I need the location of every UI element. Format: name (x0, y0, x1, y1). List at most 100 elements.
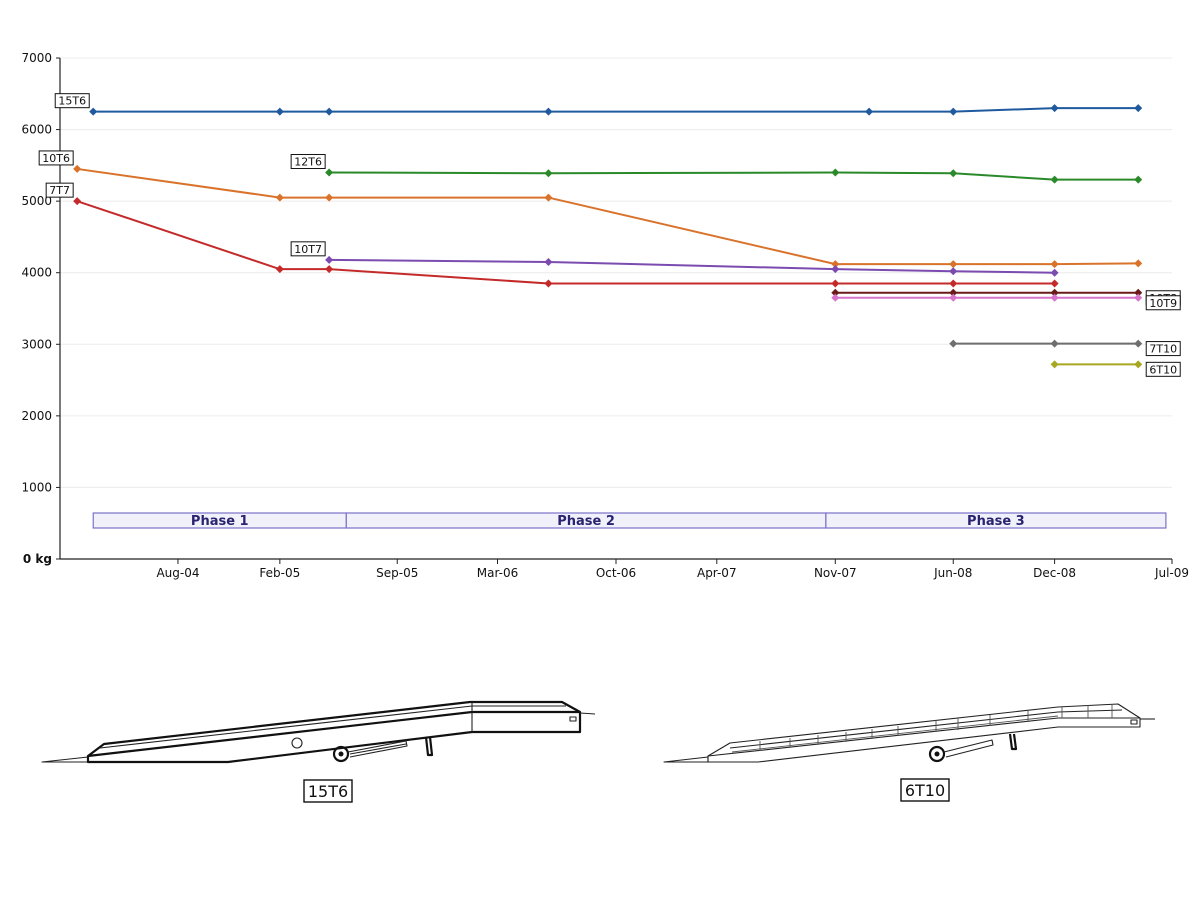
data-point-marker (1134, 175, 1143, 184)
y-tick-label: 4000 (21, 266, 52, 280)
y-tick-label: 6000 (21, 123, 52, 137)
data-point-marker (1050, 279, 1059, 288)
data-point-marker (275, 265, 284, 274)
series-6t10 (1050, 360, 1143, 369)
series-line (93, 107, 1139, 113)
series-tag-label: 7T7 (49, 184, 70, 197)
data-point-marker (949, 339, 958, 348)
series-tag-label: 10T6 (42, 152, 70, 165)
series-tags: 15T612T610T67T710T710T810T97T106T10 (38, 93, 1181, 377)
data-point-marker (1050, 288, 1059, 297)
data-point-marker (325, 107, 334, 116)
series-tag-box (54, 93, 90, 109)
data-point-marker (325, 168, 334, 177)
series-10t9 (831, 293, 1143, 302)
svg-text:15T6: 15T6 (308, 782, 348, 801)
data-point-marker (1050, 104, 1059, 113)
data-point-marker (1050, 260, 1059, 269)
data-point-marker (1050, 268, 1059, 277)
x-tick-label: Aug-04 (156, 566, 199, 580)
series-group (73, 104, 1143, 369)
data-point-marker (1134, 293, 1143, 302)
data-point-marker (73, 164, 82, 173)
series-tag-box (290, 241, 326, 257)
phase-label: Phase 1 (191, 514, 249, 529)
data-point-marker (1134, 104, 1143, 113)
phase-bands: Phase 1 Phase 2 Phase 3 (92, 512, 1167, 529)
data-point-marker (831, 260, 840, 269)
phase-band: Phase 3 (825, 512, 1167, 529)
data-point-marker (73, 197, 82, 206)
x-tick-label: Jul-09 (1154, 566, 1189, 580)
x-tick-label: Oct-06 (596, 566, 636, 580)
x-tick-label: Jun-08 (933, 566, 972, 580)
series-line (77, 167, 1139, 266)
data-point-marker (544, 169, 553, 178)
data-point-marker (544, 107, 553, 116)
series-10t7 (325, 255, 1059, 277)
data-point-marker (949, 267, 958, 276)
data-point-marker (544, 279, 553, 288)
data-point-marker (544, 193, 553, 202)
series-line (329, 171, 1139, 181)
series-tag: 10T6 (38, 150, 74, 166)
data-point-marker (325, 255, 334, 264)
illustration-caption: 6T10 (900, 778, 950, 802)
y-tick-label: 0 kg (23, 552, 52, 566)
data-point-marker (831, 168, 840, 177)
trailer-ramp-6t10-illustration: 6T10 (663, 703, 1155, 802)
x-tick-label: Sep-05 (376, 566, 418, 580)
series-10t8 (831, 288, 1143, 297)
series-10t6 (73, 164, 1143, 269)
data-point-marker (865, 107, 874, 116)
phase-label: Phase 3 (967, 514, 1025, 529)
phase-band: Phase 1 (92, 512, 347, 529)
series-tag: 6T10 (1145, 361, 1181, 377)
series-tag-box (290, 154, 326, 170)
data-point-marker (1050, 293, 1059, 302)
data-point-marker (1134, 339, 1143, 348)
data-point-marker (1134, 288, 1143, 297)
data-point-marker (1050, 339, 1059, 348)
series-tag: 10T7 (290, 241, 326, 257)
x-tick-label: Dec-08 (1033, 566, 1076, 580)
data-point-marker (1134, 360, 1143, 369)
series-tag: 7T7 (45, 182, 74, 198)
data-point-marker (325, 265, 334, 274)
svg-text:6T10: 6T10 (905, 781, 945, 800)
data-point-marker (275, 193, 284, 202)
grid-lines (60, 57, 1172, 488)
phase-band-box (825, 512, 1167, 529)
illustration-caption: 15T6 (303, 779, 353, 803)
data-point-marker (89, 107, 98, 116)
y-tick-label: 5000 (21, 194, 52, 208)
x-tick-label: Apr-07 (697, 566, 737, 580)
series-tag-label: 10T7 (294, 243, 322, 256)
y-tick-label: 7000 (21, 51, 52, 65)
data-point-marker (949, 107, 958, 116)
data-point-marker (831, 279, 840, 288)
axes: 0 kg 1000 2000 3000 4000 5000 6000 7000 Aug-04 Fe… (21, 51, 1189, 580)
series-tag-box (1145, 341, 1181, 357)
series-tag-label: 15T6 (58, 95, 86, 108)
series-tag: 12T6 (290, 154, 326, 170)
data-point-marker (949, 293, 958, 302)
x-tick-label: Feb-05 (259, 566, 300, 580)
series-tag-box (38, 150, 74, 166)
data-point-marker (544, 257, 553, 266)
data-point-marker (275, 107, 284, 116)
series-line (329, 258, 1055, 274)
series-tag-box (1145, 295, 1181, 311)
x-tick-label: Nov-07 (814, 566, 857, 580)
series-15t6 (89, 104, 1143, 116)
series-tag-label: 12T6 (294, 156, 322, 169)
series-tag: 7T10 (1145, 341, 1181, 357)
data-point-marker (831, 265, 840, 274)
x-tick-label: Mar-06 (477, 566, 518, 580)
data-point-marker (1050, 360, 1059, 369)
data-point-marker (1134, 259, 1143, 268)
data-point-marker (949, 279, 958, 288)
data-point-marker (949, 288, 958, 297)
series-tag-label: 7T10 (1149, 343, 1177, 356)
